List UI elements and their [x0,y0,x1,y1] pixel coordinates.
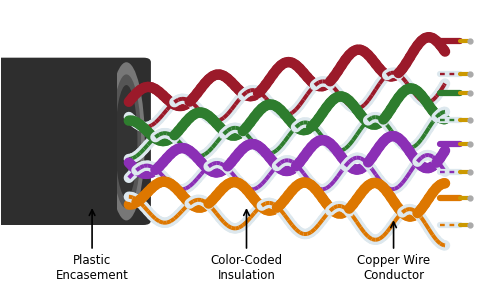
Text: Color-Coded
Insulation: Color-Coded Insulation [211,254,282,282]
Ellipse shape [108,62,145,220]
Ellipse shape [115,85,138,198]
Text: Plastic
Encasement: Plastic Encasement [56,254,129,282]
Ellipse shape [112,74,141,208]
Text: Copper Wire
Conductor: Copper Wire Conductor [357,254,430,282]
FancyBboxPatch shape [0,58,151,225]
Bar [0,59,116,223]
